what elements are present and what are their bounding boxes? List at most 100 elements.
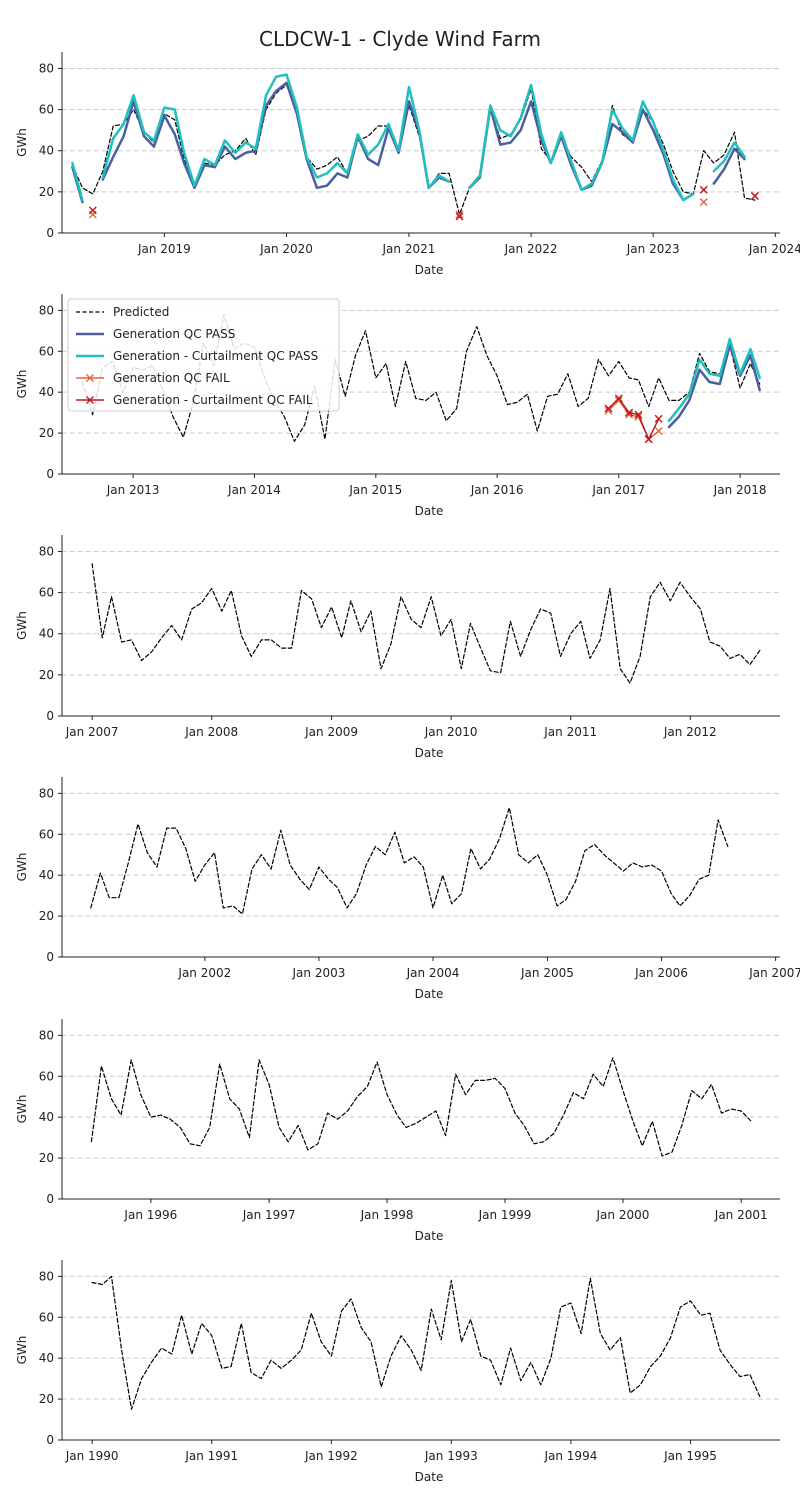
data-point-x-marker (654, 414, 663, 423)
legend-marker (86, 374, 94, 382)
series-line-curtail-pass (71, 161, 84, 202)
chart-panel-4: 0 20 40 60 80 Jan 2002 Jan 2003 Jan 2004 Jan 200… (15, 777, 800, 1001)
x-tick-label: Jan 1992 (304, 1449, 358, 1463)
y-tick-label: 40 (39, 144, 54, 158)
y-tick-label: 40 (39, 385, 54, 399)
y-tick-label: 20 (39, 909, 54, 923)
x-tick-label: Jan 2020 (259, 242, 313, 256)
series-line-predicted (91, 563, 761, 684)
chart-panel-6: 0 20 40 60 80 Jan 1990 Jan 1991 Jan 1992 Jan 199… (15, 1260, 780, 1484)
x-tick-label: Jan 2004 (406, 966, 460, 980)
data-point-x-marker (455, 210, 464, 219)
series-line-curtail-pass (712, 141, 746, 173)
y-tick-label: 0 (46, 950, 54, 964)
x-tick-label: Jan 2007 (748, 966, 800, 980)
data-point-x-marker (750, 191, 759, 200)
y-tick-label: 80 (39, 1269, 54, 1283)
x-tick-label: Jan 1993 (424, 1449, 478, 1463)
figure-title: CLDCW-1 - Clyde Wind Farm (259, 27, 541, 51)
y-tick-label: 0 (46, 226, 54, 240)
y-tick-label: 20 (39, 668, 54, 682)
y-tick-label: 80 (39, 544, 54, 558)
y-tick-label: 60 (39, 344, 54, 358)
x-tick-label: Jan 2009 (304, 725, 358, 739)
x-tick-label: Jan 1996 (123, 1208, 177, 1222)
y-axis-label: GWh (15, 128, 29, 157)
y-tick-label: 80 (39, 1028, 54, 1042)
y-tick-label: 20 (39, 1392, 54, 1406)
legend-label: Predicted (113, 305, 169, 319)
x-tick-label: Jan 2014 (227, 483, 281, 497)
x-tick-label: Jan 2017 (591, 483, 645, 497)
data-point-x-marker (455, 212, 464, 221)
data-point-x-marker (604, 406, 613, 415)
chart-panel-2: 0 20 40 60 80 Jan 2013 Jan 2014 Jan 2015 Jan 201… (15, 294, 780, 518)
y-tick-label: 0 (46, 709, 54, 723)
series-line-predicted (90, 807, 729, 915)
legend-label: Generation QC PASS (113, 327, 235, 341)
x-axis-label: Date (415, 1229, 444, 1243)
x-tick-label: Jan 2006 (634, 966, 688, 980)
data-point-x-marker (699, 198, 708, 207)
y-tick-label: 40 (39, 627, 54, 641)
y-tick-label: 60 (39, 586, 54, 600)
series-line-pass (667, 343, 761, 429)
y-axis-label: GWh (15, 370, 29, 399)
x-axis-label: Date (415, 1470, 444, 1484)
data-point-x-marker (625, 410, 634, 419)
legend-swatch-qc-fail (76, 374, 104, 382)
legend-swatch-curtail-fail (76, 396, 104, 404)
x-tick-label: Jan 2013 (106, 483, 160, 497)
chart-panel-1: 0 20 40 60 80 Jan 2019 Jan 2020 Jan 2021 Jan 202… (15, 52, 800, 277)
y-tick-label: 40 (39, 1351, 54, 1365)
x-tick-label: Jan 2019 (137, 242, 191, 256)
x-tick-label: Jan 2008 (184, 725, 238, 739)
x-tick-label: Jan 2003 (292, 966, 346, 980)
data-point-x-marker (634, 410, 643, 419)
x-tick-label: Jan 1990 (65, 1449, 119, 1463)
data-point-x-marker (654, 427, 663, 436)
legend-label: Generation - Curtailment QC FAIL (113, 393, 313, 407)
x-tick-label: Jan 2000 (596, 1208, 650, 1222)
x-axis-label: Date (415, 504, 444, 518)
x-tick-label: Jan 2011 (543, 725, 597, 739)
x-tick-label: Jan 2021 (382, 242, 436, 256)
x-tick-label: Jan 1997 (242, 1208, 296, 1222)
x-tick-label: Jan 2012 (663, 725, 717, 739)
y-axis-label: GWh (15, 611, 29, 640)
x-axis-label: Date (415, 263, 444, 277)
y-tick-label: 20 (39, 1151, 54, 1165)
x-tick-label: Jan 2015 (348, 483, 402, 497)
legend-label: Generation QC FAIL (113, 371, 230, 385)
x-tick-label: Jan 2005 (520, 966, 574, 980)
y-tick-label: 40 (39, 868, 54, 882)
series-line-curtail-pass (667, 337, 761, 423)
y-tick-label: 20 (39, 426, 54, 440)
x-axis-label: Date (415, 746, 444, 760)
series-line-predicted (81, 313, 761, 442)
y-tick-label: 80 (39, 786, 54, 800)
legend-label: Generation - Curtailment QC PASS (113, 349, 318, 363)
legend-box (67, 298, 340, 412)
y-tick-label: 40 (39, 1110, 54, 1124)
x-tick-label: Jan 2016 (470, 483, 524, 497)
y-tick-label: 60 (39, 1069, 54, 1083)
x-tick-label: Jan 2018 (713, 483, 767, 497)
y-axis-label: GWh (15, 1095, 29, 1124)
series-line-curtail-pass (468, 83, 695, 202)
x-tick-label: Jan 1994 (543, 1449, 597, 1463)
legend-marker (86, 396, 94, 404)
chart-panel-5: 0 20 40 60 80 Jan 1996 Jan 1997 Jan 1998 Jan 199… (15, 1019, 780, 1243)
series-line-curtail-pass (101, 73, 451, 190)
x-tick-label: Jan 2007 (65, 725, 119, 739)
data-point-x-marker (625, 408, 634, 417)
y-tick-label: 80 (39, 303, 54, 317)
y-axis-label: GWh (15, 1336, 29, 1365)
y-tick-label: 60 (39, 1310, 54, 1324)
y-tick-label: 20 (39, 185, 54, 199)
x-axis-label: Date (415, 987, 444, 1001)
y-tick-label: 60 (39, 827, 54, 841)
x-tick-label: Jan 2002 (177, 966, 231, 980)
